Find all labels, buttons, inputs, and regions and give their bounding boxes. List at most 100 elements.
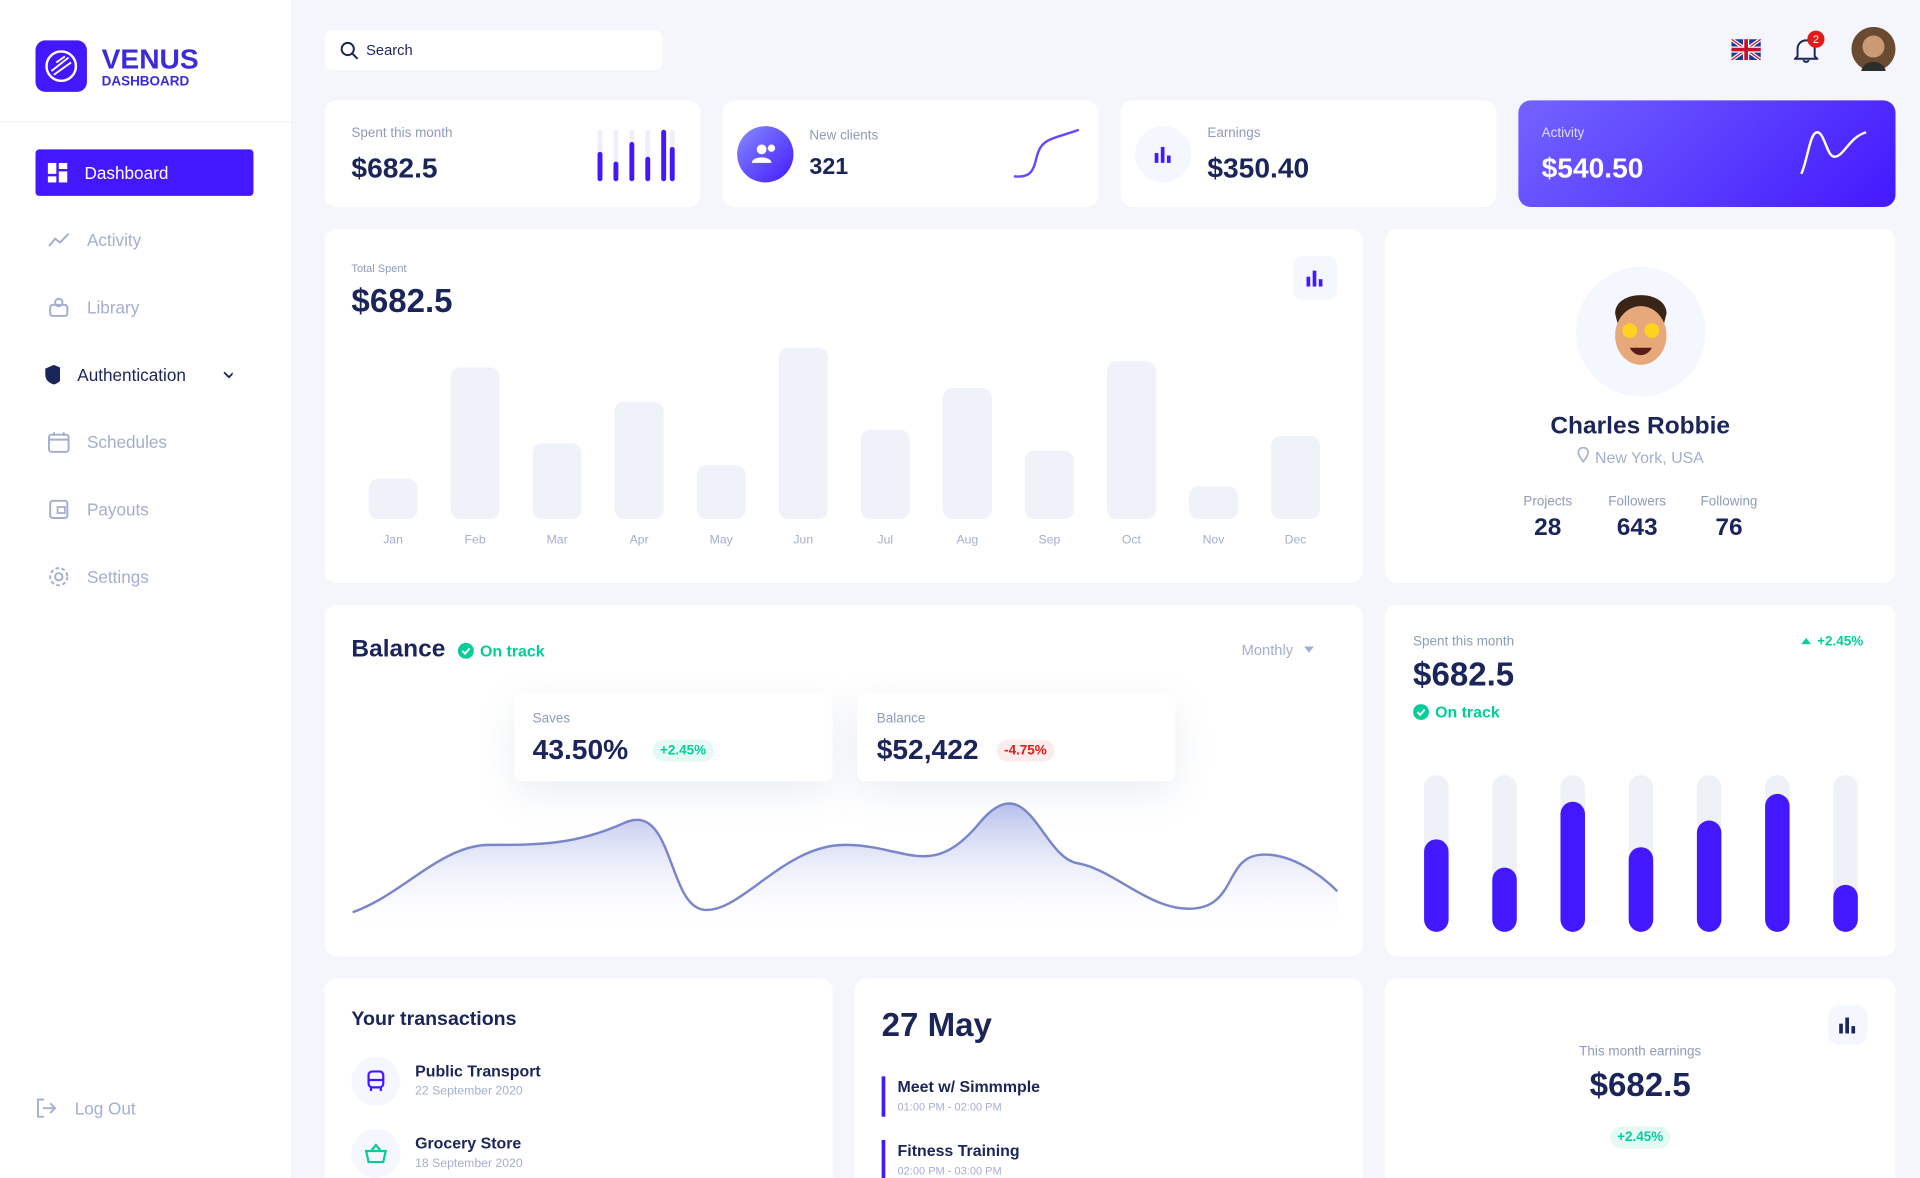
nav-label: Schedules	[86, 432, 168, 452]
period-select[interactable]: Monthly	[1242, 642, 1316, 659]
search-icon	[340, 41, 359, 60]
balance-card: Balance On track Monthly Saves 43.50% +2…	[324, 604, 1363, 957]
nav-item[interactable]: Authentication	[32, 351, 250, 398]
up-caret	[1801, 637, 1812, 645]
transaction-date: 18 September 2020	[415, 1157, 523, 1171]
nav-item[interactable]: Payouts	[36, 486, 254, 533]
transaction-name: Public Transport	[415, 1061, 541, 1081]
icon	[367, 1070, 385, 1092]
spent-card: Spent this month $682.5 +2.45% On track	[1384, 604, 1896, 957]
status: On track	[1413, 703, 1500, 721]
icon	[47, 162, 68, 183]
status-label: On track	[1435, 702, 1500, 722]
icon	[1154, 146, 1171, 163]
saves-card: Saves 43.50% +2.45%	[514, 693, 833, 782]
card-label: Spent this month	[1413, 634, 1515, 649]
balance-mini-card: Balance $52,422 -4.75%	[857, 693, 1176, 782]
change-label: +2.45%	[1817, 634, 1864, 649]
stat-value: 28	[1534, 514, 1562, 542]
nav-label: Payouts	[86, 499, 149, 520]
stat-label: Activity	[1541, 126, 1585, 141]
status-label: On track	[480, 641, 545, 661]
x-tick-label: Oct	[1122, 533, 1142, 547]
stat-label: New clients	[809, 128, 879, 144]
balance-title: Balance	[351, 635, 446, 663]
nav-item[interactable]: Schedules	[36, 419, 254, 466]
profile-name: Charles Robbie	[1550, 412, 1731, 440]
event-time: 01:00 PM - 02:00 PM	[897, 1100, 1002, 1114]
card-value: $682.5	[1589, 1066, 1691, 1104]
stat-value: $540.50	[1541, 151, 1644, 184]
x-tick-label: Apr	[630, 533, 649, 547]
nav-label: Dashboard	[84, 162, 169, 183]
icon	[45, 364, 61, 385]
x-tick-label: May	[710, 533, 734, 547]
nav-item[interactable]: Library	[36, 284, 254, 331]
nav-item[interactable]: Settings	[36, 553, 254, 600]
chart-button[interactable]	[1293, 255, 1338, 301]
bar	[1106, 361, 1156, 520]
x-tick-label: Dec	[1285, 533, 1307, 547]
bar-chart: Jan Feb Mar Apr May Jun Jul Aug Sep Oct Nov Dec	[368, 347, 1321, 547]
logout[interactable]: Log Out	[23, 1085, 241, 1132]
icon	[48, 432, 70, 453]
x-tick-label: Nov	[1203, 533, 1226, 547]
icon	[49, 499, 69, 519]
earnings-card: This month earnings $682.5 +2.45%	[1384, 978, 1896, 1178]
profile-location: New York, USA	[1594, 448, 1704, 467]
caret	[1304, 646, 1314, 653]
bar	[696, 465, 746, 520]
card-value: $682.5	[351, 282, 453, 320]
bar	[1188, 486, 1238, 520]
total-spent-card: Total Spent $682.5 Jan Feb Mar Apr May Jun Jul…	[324, 228, 1363, 583]
card-label: This month earnings	[1579, 1044, 1702, 1060]
stat-label: Followers	[1608, 494, 1666, 510]
bar	[1628, 847, 1654, 932]
sidebar: VENUS DASHBOARD Dashboard Activity Libra…	[0, 0, 293, 1178]
bar	[778, 347, 828, 520]
stat-card: New clients 321	[722, 100, 1099, 207]
bar-chart	[1424, 775, 1858, 932]
card-value: $682.5	[1413, 656, 1515, 694]
x-tick-label: Jun	[793, 533, 813, 547]
icon	[364, 1143, 387, 1164]
transaction-icon	[351, 1128, 401, 1178]
x-tick-label: Feb	[465, 533, 486, 547]
nav-item[interactable]: Activity	[36, 217, 254, 264]
event-time: 02:00 PM - 03:00 PM	[897, 1164, 1002, 1177]
nav-item[interactable]: Dashboard	[35, 149, 254, 196]
stat-value: 321	[809, 154, 849, 181]
status: On track	[457, 641, 545, 661]
logo	[35, 40, 87, 92]
x-tick-label: Jan	[383, 533, 403, 547]
check-icon	[1413, 704, 1429, 721]
transactions-card: Your transactions Public Transport 22 Se…	[324, 978, 833, 1178]
profile-location-row: New York, USA	[1385, 446, 1896, 467]
x-tick-label: Aug	[956, 533, 978, 547]
stat-label: Following	[1700, 494, 1758, 510]
search-placeholder: Search	[366, 41, 413, 59]
bell[interactable]	[1793, 37, 1819, 64]
bar	[450, 367, 500, 520]
clients-icon	[737, 126, 794, 183]
change-row: +2.45%	[1385, 1125, 1896, 1149]
icon	[1839, 1017, 1856, 1034]
bar	[860, 429, 910, 520]
mini-label: Saves	[532, 711, 571, 727]
bar	[1765, 793, 1790, 932]
change-pill: +2.45%	[1609, 1126, 1671, 1149]
event-title: Meet w/ Simmmple	[897, 1077, 1040, 1096]
bar	[1560, 801, 1585, 932]
card-label: Total Spent	[351, 262, 407, 275]
stat-value: $350.40	[1207, 151, 1310, 184]
search-box[interactable]: Search	[324, 30, 663, 70]
schedule-date: 27 May	[881, 1006, 992, 1044]
flag[interactable]	[1731, 39, 1761, 61]
mini-label: Balance	[876, 711, 926, 727]
x-tick-label: Sep	[1038, 533, 1060, 547]
user-avatar[interactable]	[1851, 26, 1896, 72]
bar	[1492, 867, 1517, 932]
bar	[368, 478, 418, 520]
chart-button[interactable]	[1828, 1005, 1868, 1045]
